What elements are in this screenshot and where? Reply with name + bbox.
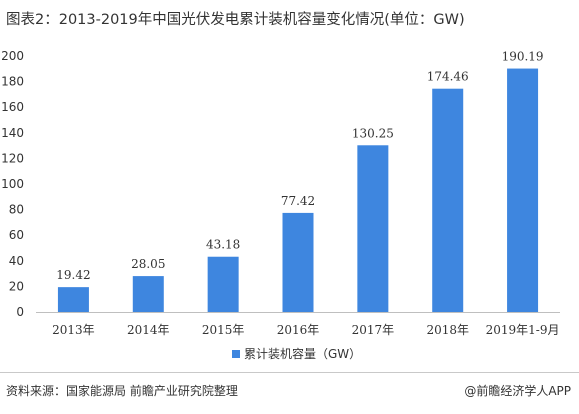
bar-6 — [432, 88, 464, 313]
y-tick-label: 40 — [9, 254, 24, 268]
y-tick-label: 100 — [1, 177, 24, 191]
x-tick-label: 2018年 — [426, 323, 469, 337]
x-tick-label: 2013年 — [52, 323, 95, 337]
y-tick-label: 80 — [9, 203, 24, 217]
bars: 19.42 28.05 43.18 77.42 130.25 174.46 190.19 — [56, 50, 544, 313]
x-tick-label: 2014年 — [127, 323, 170, 337]
bar-2 — [132, 276, 164, 312]
y-tick-label: 0 — [16, 305, 24, 319]
footer-divider — [0, 372, 579, 373]
y-tick-label: 20 — [9, 279, 24, 293]
bar-value-label: 43.18 — [206, 238, 240, 252]
bar-value-label: 77.42 — [281, 194, 315, 208]
bar-4 — [282, 212, 314, 312]
bar-value-label: 174.46 — [427, 70, 469, 84]
bar-3 — [207, 256, 239, 312]
y-axis: 0 20 40 60 80 100 120 140 160 180 200 — [1, 49, 24, 319]
y-tick-label: 160 — [1, 100, 24, 114]
y-tick-label: 200 — [1, 49, 24, 63]
bar-value-label: 190.19 — [502, 50, 544, 64]
credit-note: @前瞻经济学人APP — [464, 384, 571, 398]
bar-value-label: 19.42 — [56, 268, 90, 282]
legend-swatch — [232, 350, 240, 358]
bar-chart: 0 20 40 60 80 100 120 140 160 180 200 19.42 28.05 43… — [1, 49, 560, 361]
bar-value-label: 28.05 — [131, 257, 165, 271]
x-tick-label: 2015年 — [202, 323, 245, 337]
bar-1 — [57, 287, 89, 312]
y-tick-label: 120 — [1, 151, 24, 165]
x-tick-label: 2017年 — [352, 323, 395, 337]
bar-5 — [357, 145, 389, 312]
y-tick-label: 140 — [1, 126, 24, 140]
chart-title: 图表2：2013-2019年中国光伏发电累计装机容量变化情况(单位：GW) — [6, 12, 465, 28]
bar-7 — [507, 68, 539, 313]
x-axis: 2013年 2014年 2015年 2016年 2017年 2018年 2019年1-9月 — [36, 312, 560, 337]
y-tick-label: 60 — [9, 228, 24, 242]
y-tick-label: 180 — [1, 75, 24, 89]
x-tick-label: 2019年1-9月 — [486, 323, 560, 337]
legend: 累计装机容量（GW） — [232, 346, 361, 361]
source-note: 资料来源：国家能源局 前瞻产业研究院整理 — [6, 384, 238, 398]
legend-label: 累计装机容量（GW） — [244, 346, 361, 361]
x-tick-label: 2016年 — [277, 323, 320, 337]
bar-value-label: 130.25 — [352, 126, 394, 140]
